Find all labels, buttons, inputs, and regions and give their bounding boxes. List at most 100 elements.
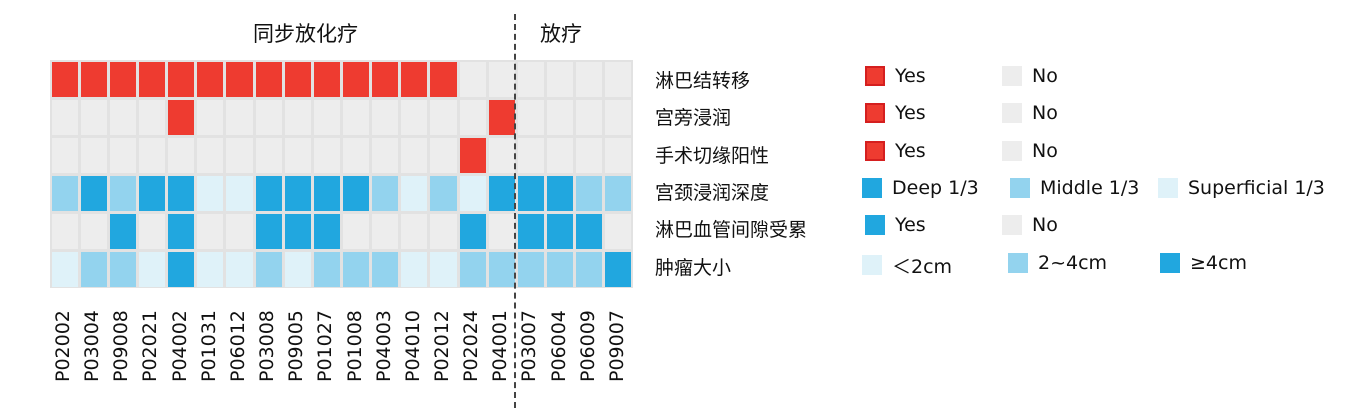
patient-id: P04002 [168, 310, 191, 382]
heatmap-cell [459, 213, 486, 249]
legend-label: No [1032, 102, 1058, 125]
heatmap-cell [255, 251, 282, 287]
legend-item: Yes [865, 65, 926, 87]
heatmap-cell [313, 251, 340, 287]
legend-label: Deep 1/3 [892, 176, 979, 199]
heatmap-cell [517, 175, 545, 211]
heatmap-cell [488, 137, 515, 173]
patient-id: P03008 [256, 310, 279, 382]
legend-swatch [1002, 215, 1022, 236]
heatmap-cell [372, 175, 399, 211]
patient-label: P03008 [254, 292, 283, 382]
heatmap-cell [226, 61, 253, 97]
legend-label: No [1032, 214, 1058, 237]
legend-item: ＜2cm [862, 252, 952, 279]
heatmap-cell [80, 251, 107, 287]
patient-label: P04001 [487, 292, 516, 382]
heatmap-cell [255, 213, 282, 249]
heatmap-cell [197, 137, 224, 173]
group-label-radiotherapy: 放疗 [540, 22, 582, 46]
heatmap-cell [605, 251, 632, 287]
heatmap-cell [109, 213, 136, 249]
heatmap-cell [372, 137, 399, 173]
patient-id: P01008 [343, 310, 366, 382]
heatmap-cell [576, 251, 603, 287]
heatmap-cell [255, 175, 282, 211]
patient-label: P01031 [196, 292, 225, 382]
patient-id: P03007 [518, 310, 541, 382]
heatmap-cell [197, 99, 224, 135]
patient-id: P04001 [489, 310, 512, 382]
heatmap-cell [80, 175, 107, 211]
heatmap-cell [547, 213, 574, 249]
heatmap-cell [547, 99, 574, 135]
heatmap-cell [197, 213, 224, 249]
legend-swatch [865, 215, 885, 236]
heatmap-cell [605, 61, 632, 97]
patient-id: P09008 [110, 310, 133, 382]
legend-label: No [1032, 139, 1058, 162]
group-label-chemoradiotherapy: 同步放化疗 [253, 22, 358, 46]
row-label: 淋巴结转移 [655, 70, 751, 92]
legend-label: 2~4cm [1038, 251, 1108, 274]
legend-item: Middle 1/3 [1010, 177, 1139, 199]
heatmap-cell [372, 99, 399, 135]
heatmap-cell [313, 99, 340, 135]
heatmap-cell [168, 99, 195, 135]
heatmap-cell [168, 61, 195, 97]
patient-label: P06004 [546, 292, 575, 382]
heatmap-cell [401, 61, 428, 97]
patient-id: P02024 [460, 310, 483, 382]
group-divider [514, 14, 516, 408]
heatmap-cell [343, 61, 370, 97]
heatmap-cell [401, 99, 428, 135]
patient-label: P04003 [371, 292, 400, 382]
patient-label: P06009 [575, 292, 604, 382]
patient-id: P06004 [547, 310, 570, 382]
patient-id: P02021 [139, 310, 162, 382]
patient-label: P06012 [225, 292, 254, 382]
patient-id: P04003 [372, 310, 395, 382]
patient-label: P04002 [167, 292, 196, 382]
heatmap-cell [168, 137, 195, 173]
heatmap-cell [109, 99, 136, 135]
heatmap-cell [255, 61, 282, 97]
heatmap-cell [168, 213, 195, 249]
heatmap-cell [576, 137, 603, 173]
patient-id: P01027 [314, 310, 337, 382]
legend-swatch [1160, 252, 1180, 273]
heatmap-cell [284, 137, 311, 173]
heatmap-cell [343, 213, 370, 249]
legend-swatch [865, 103, 885, 124]
patient-label: P09007 [604, 292, 633, 382]
heatmap-cell [80, 137, 107, 173]
patient-label: P02021 [137, 292, 166, 382]
heatmap-cell [226, 175, 253, 211]
heatmap-cell [284, 175, 311, 211]
legend-item: Yes [865, 140, 926, 162]
heatmap-cell [51, 175, 78, 211]
heatmap-cell [109, 251, 136, 287]
heatmap-cell [401, 251, 428, 287]
heatmap-cell [313, 175, 340, 211]
heatmap-cell [488, 213, 515, 249]
heatmap-cell [401, 137, 428, 173]
heatmap-cell [51, 61, 78, 97]
patient-id: P02002 [52, 310, 74, 382]
heatmap-cell [430, 175, 457, 211]
row-label: 宫颈浸润深度 [655, 181, 770, 204]
heatmap-cell [459, 251, 486, 287]
legend-item: No [1002, 140, 1058, 162]
heatmap-cell [284, 61, 311, 97]
heatmap-cell [488, 175, 515, 211]
heatmap-cell [401, 213, 428, 249]
heatmap-cell [197, 251, 224, 287]
legend-swatch [865, 140, 885, 161]
patient-label: P09008 [108, 292, 137, 382]
legend-item: Deep 1/3 [862, 177, 979, 199]
heatmap-grid [50, 60, 633, 288]
heatmap-cell [547, 61, 574, 97]
heatmap-cell [197, 61, 224, 97]
heatmap-cell [343, 251, 370, 287]
